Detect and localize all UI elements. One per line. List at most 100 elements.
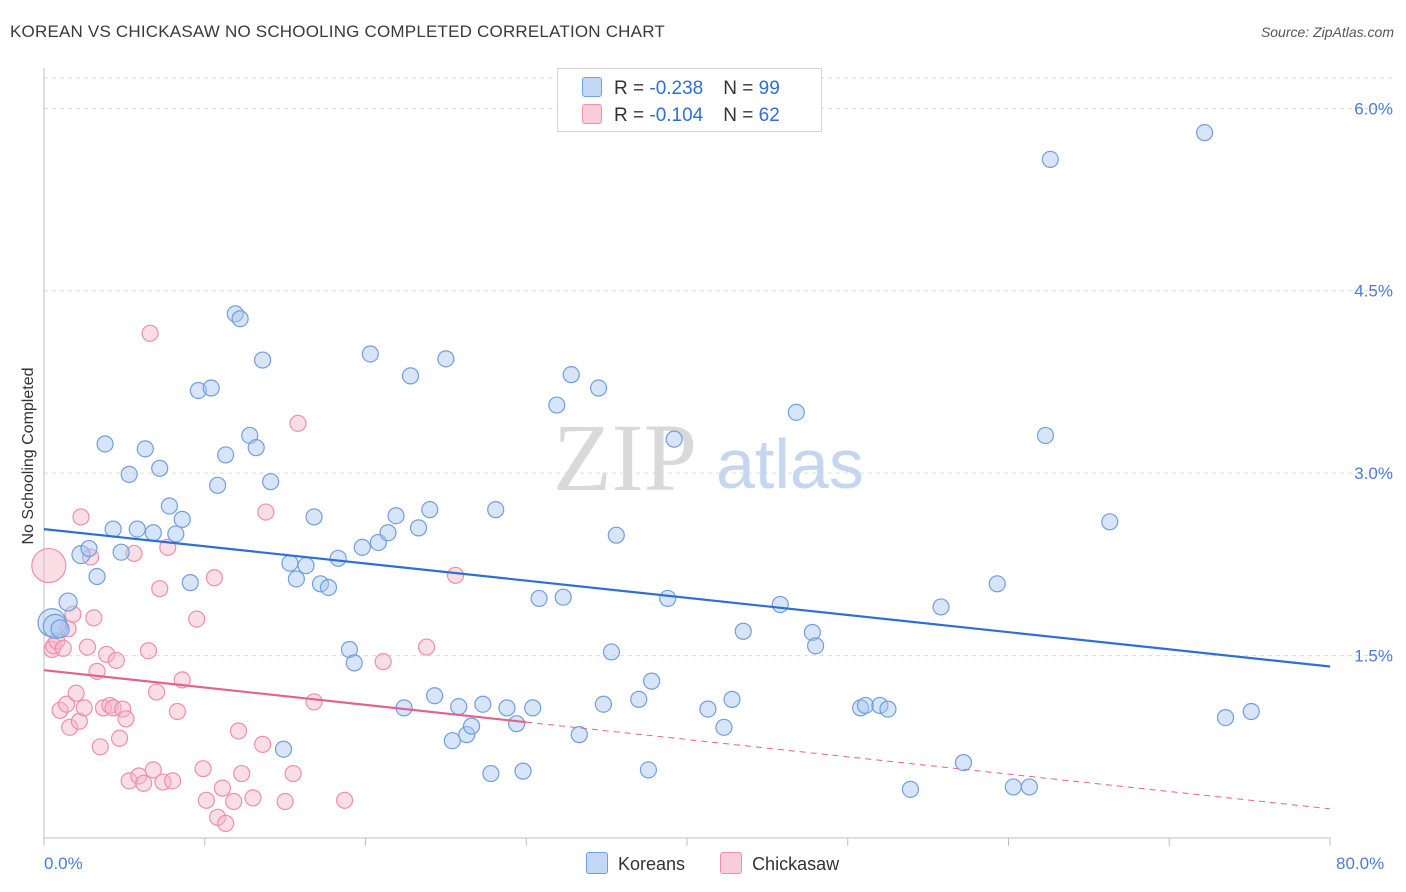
- chickasaw-trend-extension: [526, 721, 1331, 810]
- chickasaw-points: [31, 324, 465, 833]
- chickasaw-point: [225, 792, 243, 811]
- koreans-point: [305, 508, 323, 526]
- koreans-point: [167, 525, 185, 543]
- chickasaw-point: [233, 764, 251, 783]
- chickasaw-point: [64, 605, 82, 623]
- koreans-point: [988, 575, 1006, 593]
- legend-n-label: N =: [723, 105, 759, 126]
- chickasaw-point: [54, 639, 72, 657]
- koreans-point: [487, 501, 505, 519]
- koreans-point: [771, 595, 789, 614]
- koreans-point: [659, 589, 677, 608]
- series-legend: Koreans Chickasaw: [586, 852, 869, 875]
- chickasaw-point: [85, 609, 103, 627]
- koreans-point: [311, 575, 330, 593]
- koreans-point: [1041, 150, 1059, 168]
- y-tick-label: 4.5%: [1354, 282, 1393, 301]
- chickasaw-point: [75, 699, 93, 717]
- legend-n-label: N =: [723, 78, 759, 99]
- koreans-point: [144, 524, 162, 542]
- legend-n-value: 62: [758, 105, 780, 126]
- legend-item-chickasaw: Chickasaw: [720, 852, 839, 875]
- koreans-point: [297, 556, 315, 575]
- chickasaw-point: [217, 814, 235, 833]
- trend-lines: [43, 528, 1331, 810]
- legend-label-koreans: Koreans: [618, 854, 686, 874]
- koreans-point: [562, 366, 580, 384]
- chickasaw-point: [57, 695, 76, 713]
- koreans-point: [570, 726, 588, 744]
- koreans-point: [1242, 702, 1260, 721]
- koreans-point: [498, 699, 516, 717]
- koreans-point: [120, 465, 138, 483]
- koreans-point: [639, 761, 658, 779]
- koreans-point: [879, 700, 897, 718]
- koreans-point: [181, 574, 199, 592]
- legend-row-chickasaw: R = -0.104 N = 62: [582, 104, 780, 130]
- chickasaw-point: [114, 700, 132, 718]
- x-tick-label-min: 0.0%: [44, 854, 83, 873]
- koreans-point: [189, 381, 207, 400]
- koreans-point: [88, 567, 106, 586]
- koreans-point: [421, 501, 439, 519]
- koreans-point: [589, 379, 608, 397]
- koreans-point: [643, 672, 661, 690]
- koreans-point: [508, 715, 526, 733]
- chickasaw-point: [284, 764, 302, 783]
- koreans-point: [806, 637, 825, 655]
- koreans-point: [247, 439, 265, 457]
- koreans-point: [594, 695, 613, 713]
- koreans-point: [1196, 124, 1214, 142]
- legend-label-chickasaw: Chickasaw: [752, 854, 840, 874]
- legend-n-value: 99: [758, 78, 780, 99]
- koreans-point: [787, 403, 805, 421]
- chickasaw-point: [117, 710, 135, 728]
- koreans-point: [482, 764, 500, 783]
- chickasaw-point: [197, 791, 215, 809]
- koreans-point: [852, 699, 870, 717]
- koreans-point: [524, 699, 542, 717]
- koreans-point: [630, 690, 648, 708]
- chickasaw-point: [254, 735, 272, 753]
- koreans-point: [226, 305, 244, 323]
- chickasaw-point: [70, 712, 88, 730]
- chickasaw-point: [101, 696, 119, 715]
- koreans-point: [387, 507, 405, 525]
- koreans-point: [1216, 709, 1235, 727]
- koreans-point: [217, 446, 235, 464]
- koreans-point: [548, 396, 566, 414]
- chickasaw-point: [67, 684, 85, 702]
- koreans-point: [128, 520, 146, 538]
- correlation-legend: R = -0.238 N = 99 R = -0.104 N = 62: [557, 68, 822, 132]
- legend-r-value: -0.104: [649, 105, 704, 126]
- koreans-point: [450, 698, 468, 716]
- legend-row-koreans: R = -0.238 N = 99: [582, 77, 780, 103]
- koreans-point: [932, 598, 950, 616]
- chickasaw-point: [446, 566, 465, 584]
- source-label: Source: ZipAtlas.com: [1260, 24, 1394, 40]
- chickasaw-point: [244, 789, 262, 807]
- koreans-point: [80, 539, 98, 558]
- koreans-points: [37, 124, 1260, 798]
- chickasaw-point: [72, 508, 90, 526]
- chickasaw-point: [213, 779, 232, 797]
- koreans-point: [602, 643, 621, 661]
- koreans-point: [409, 519, 428, 537]
- koreans-point: [871, 696, 889, 715]
- koreans-point: [281, 554, 299, 572]
- chickasaw-trend-line: [43, 669, 527, 724]
- koreans-point: [231, 310, 249, 328]
- koreans-point: [734, 622, 752, 640]
- watermark-zip: ZIP: [553, 404, 697, 511]
- koreans-point: [856, 696, 875, 715]
- koreans-point: [160, 497, 178, 515]
- legend-swatch-koreans: [582, 77, 602, 97]
- koreans-point: [262, 473, 280, 491]
- koreans-point: [287, 570, 305, 588]
- koreans-point: [901, 780, 920, 798]
- koreans-point: [1020, 778, 1038, 796]
- koreans-point: [136, 440, 154, 458]
- chart-title: KOREAN VS CHICKASAW NO SCHOOLING COMPLET…: [10, 22, 665, 41]
- koreans-point: [401, 367, 420, 385]
- koreans-point: [329, 549, 347, 567]
